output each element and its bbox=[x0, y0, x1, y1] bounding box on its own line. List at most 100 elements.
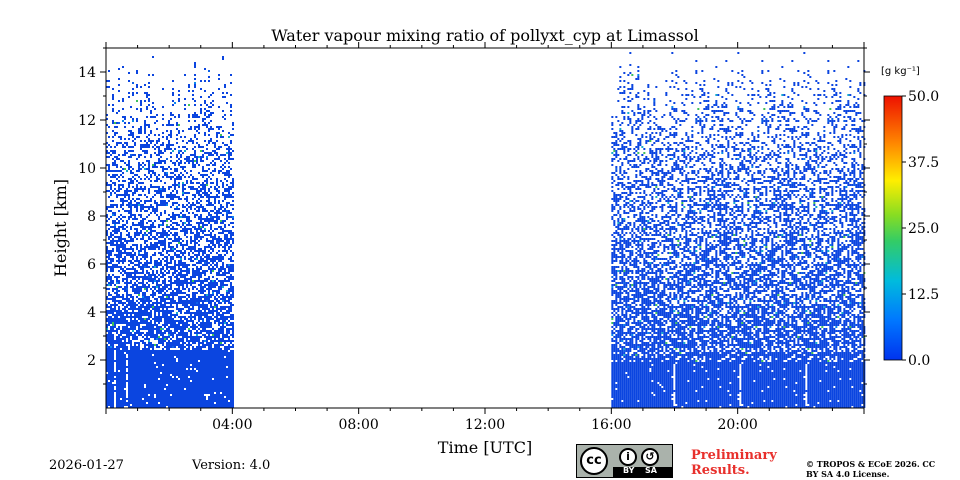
heatmap-cell bbox=[208, 322, 210, 324]
heatmap-cell bbox=[186, 334, 188, 336]
heatmap-cell bbox=[194, 214, 196, 216]
heatmap-cell bbox=[138, 352, 140, 354]
heatmap-cell bbox=[164, 302, 166, 304]
heatmap-cell bbox=[178, 370, 180, 372]
heatmap-cell bbox=[202, 118, 204, 120]
heatmap-cell bbox=[154, 366, 156, 368]
heatmap-cell bbox=[210, 120, 212, 122]
heatmap-cell bbox=[162, 196, 164, 198]
heatmap-cell bbox=[116, 232, 118, 234]
heatmap-cell bbox=[204, 404, 206, 406]
heatmap-cell bbox=[150, 310, 152, 312]
heatmap-cell bbox=[202, 254, 204, 256]
heatmap-cell bbox=[202, 196, 204, 198]
heatmap-cell bbox=[138, 398, 140, 400]
heatmap-cell bbox=[154, 344, 156, 346]
heatmap-cell bbox=[184, 244, 186, 246]
heatmap-cell bbox=[200, 190, 202, 192]
heatmap-cell bbox=[146, 354, 148, 356]
heatmap-cell bbox=[200, 258, 202, 260]
heatmap-cell bbox=[132, 118, 134, 120]
heatmap-cell bbox=[148, 316, 150, 318]
heatmap-cell bbox=[130, 268, 132, 270]
heatmap-cell bbox=[120, 360, 122, 362]
heatmap-cell bbox=[162, 332, 164, 334]
heatmap-cell bbox=[154, 260, 156, 262]
heatmap-cell bbox=[146, 146, 148, 148]
heatmap-cell bbox=[112, 268, 114, 270]
heatmap-cell bbox=[204, 118, 206, 120]
heatmap-cell bbox=[136, 286, 138, 288]
heatmap-cell bbox=[132, 354, 134, 356]
heatmap-cell bbox=[140, 258, 142, 260]
heatmap-cell bbox=[120, 188, 122, 190]
heatmap-cell bbox=[144, 120, 146, 122]
heatmap-cell bbox=[168, 166, 170, 168]
heatmap-cell bbox=[124, 400, 126, 402]
heatmap-cell bbox=[146, 360, 148, 362]
heatmap-cell bbox=[188, 218, 190, 220]
heatmap-cell bbox=[166, 374, 168, 376]
heatmap-cell bbox=[208, 70, 210, 72]
heatmap-cell bbox=[142, 276, 144, 278]
heatmap-cell bbox=[174, 384, 176, 386]
heatmap-cell bbox=[106, 260, 108, 262]
heatmap-cell bbox=[208, 364, 210, 366]
heatmap-cell bbox=[116, 246, 118, 248]
heatmap-cell bbox=[122, 228, 124, 230]
heatmap-cell bbox=[160, 310, 162, 312]
heatmap-cell bbox=[140, 130, 142, 132]
heatmap-cell bbox=[216, 352, 218, 354]
heatmap-cell bbox=[170, 342, 172, 344]
heatmap-cell bbox=[118, 396, 120, 398]
heatmap-cell bbox=[208, 128, 210, 130]
heatmap-cell bbox=[118, 364, 120, 366]
heatmap-cell bbox=[178, 274, 180, 276]
heatmap-cell bbox=[204, 406, 206, 408]
heatmap-cell bbox=[176, 240, 178, 242]
heatmap-cell bbox=[166, 172, 168, 174]
heatmap-cell bbox=[128, 236, 130, 238]
heatmap-cell bbox=[214, 348, 216, 350]
heatmap-cell bbox=[152, 282, 154, 284]
heatmap-cell bbox=[178, 322, 180, 324]
heatmap-cell bbox=[198, 232, 200, 234]
heatmap-cell bbox=[128, 384, 130, 386]
heatmap-cell bbox=[116, 242, 118, 244]
heatmap-cell bbox=[186, 224, 188, 226]
heatmap-cell bbox=[166, 308, 168, 310]
heatmap-cell bbox=[158, 364, 160, 366]
heatmap-cell bbox=[146, 394, 148, 396]
heatmap-cell bbox=[186, 350, 188, 352]
heatmap-cell bbox=[160, 298, 162, 300]
heatmap-cell bbox=[122, 168, 124, 170]
heatmap-cell bbox=[122, 370, 124, 372]
heatmap-cell bbox=[190, 360, 192, 362]
heatmap-cell bbox=[124, 336, 126, 338]
heatmap-cell bbox=[128, 334, 130, 336]
heatmap-cell bbox=[168, 306, 170, 308]
heatmap-cell bbox=[166, 258, 168, 260]
heatmap-cell bbox=[142, 394, 144, 396]
heatmap-cell bbox=[162, 296, 164, 298]
heatmap-cell bbox=[134, 270, 136, 272]
heatmap-cell bbox=[204, 184, 206, 186]
heatmap-cell bbox=[192, 374, 194, 376]
heatmap-cell bbox=[198, 372, 200, 374]
heatmap-cell bbox=[148, 226, 150, 228]
heatmap-cell bbox=[206, 362, 208, 364]
heatmap-cell bbox=[160, 292, 162, 294]
heatmap-cell bbox=[186, 362, 188, 364]
heatmap-cell bbox=[204, 366, 206, 368]
heatmap-cell bbox=[190, 374, 192, 376]
heatmap-cell bbox=[164, 282, 166, 284]
heatmap-cell bbox=[170, 304, 172, 306]
heatmap-cell bbox=[196, 210, 198, 212]
heatmap-cell bbox=[206, 344, 208, 346]
heatmap-cell bbox=[178, 158, 180, 160]
heatmap-cell bbox=[196, 236, 198, 238]
heatmap-cell bbox=[148, 236, 150, 238]
heatmap-cell bbox=[122, 394, 124, 396]
heatmap-cell bbox=[186, 228, 188, 230]
heatmap-cell bbox=[144, 366, 146, 368]
